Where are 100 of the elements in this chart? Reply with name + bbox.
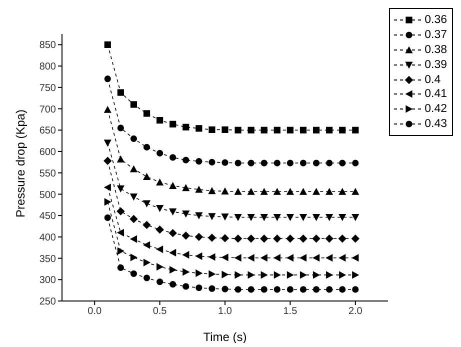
point bbox=[104, 41, 111, 48]
point bbox=[208, 234, 216, 242]
point bbox=[194, 232, 204, 242]
point bbox=[326, 214, 334, 222]
point bbox=[116, 207, 125, 216]
point bbox=[196, 284, 202, 292]
point bbox=[286, 214, 294, 222]
point bbox=[142, 241, 150, 249]
point bbox=[352, 160, 359, 166]
legend-label: 0.41 bbox=[424, 88, 447, 100]
point bbox=[221, 254, 228, 262]
point bbox=[156, 263, 164, 271]
point bbox=[117, 264, 124, 271]
point bbox=[143, 258, 151, 266]
point bbox=[208, 158, 216, 166]
point bbox=[326, 271, 334, 279]
point bbox=[234, 160, 242, 166]
point bbox=[273, 188, 281, 195]
point bbox=[156, 150, 164, 156]
point bbox=[286, 188, 294, 195]
y-tick-label: 250 bbox=[39, 296, 56, 308]
point bbox=[352, 271, 360, 279]
point bbox=[156, 205, 164, 212]
point bbox=[130, 254, 138, 262]
point bbox=[196, 269, 203, 278]
point bbox=[104, 198, 112, 206]
y-tick-label: 400 bbox=[39, 232, 56, 244]
point bbox=[170, 120, 176, 128]
point bbox=[142, 200, 151, 208]
point bbox=[326, 286, 333, 293]
y-tick-label: 300 bbox=[39, 275, 56, 286]
x-tick-label: 1.0 bbox=[218, 306, 232, 318]
point bbox=[170, 154, 176, 161]
point bbox=[130, 135, 138, 142]
point bbox=[274, 160, 280, 166]
point bbox=[195, 212, 203, 220]
point bbox=[156, 178, 164, 186]
point bbox=[221, 187, 229, 195]
point bbox=[352, 126, 359, 134]
point bbox=[247, 188, 255, 195]
y-tick-label: 850 bbox=[39, 40, 56, 52]
point bbox=[143, 274, 150, 282]
point bbox=[208, 285, 216, 292]
point bbox=[196, 125, 202, 132]
point bbox=[352, 214, 360, 222]
y-tick-label: 350 bbox=[39, 254, 56, 265]
point bbox=[142, 220, 151, 230]
point bbox=[312, 234, 320, 243]
point bbox=[260, 286, 268, 293]
point bbox=[130, 193, 138, 201]
point bbox=[326, 188, 334, 195]
point bbox=[182, 251, 190, 259]
point bbox=[169, 182, 177, 189]
point bbox=[326, 126, 333, 134]
point bbox=[116, 185, 124, 192]
y-tick-label: 450 bbox=[39, 211, 56, 222]
point bbox=[222, 159, 228, 166]
point bbox=[234, 254, 242, 262]
y-tick-label: 550 bbox=[39, 168, 56, 180]
point bbox=[286, 126, 294, 134]
point bbox=[221, 214, 229, 221]
point bbox=[312, 271, 320, 279]
point bbox=[182, 156, 190, 164]
point bbox=[104, 106, 112, 113]
point bbox=[208, 270, 216, 278]
point bbox=[274, 126, 280, 134]
point bbox=[312, 126, 320, 134]
point bbox=[338, 234, 346, 243]
point bbox=[156, 226, 164, 234]
point bbox=[260, 214, 268, 222]
point bbox=[169, 208, 177, 216]
point bbox=[130, 165, 138, 172]
point bbox=[300, 286, 307, 293]
point bbox=[170, 266, 177, 274]
y-tick-label: 750 bbox=[39, 82, 56, 94]
point bbox=[116, 228, 124, 236]
x-tick-label: 0.0 bbox=[88, 306, 102, 318]
point bbox=[222, 270, 229, 278]
point bbox=[130, 101, 138, 108]
point bbox=[143, 110, 150, 117]
x-tick-label: 1.5 bbox=[283, 306, 298, 318]
point bbox=[222, 126, 228, 133]
point bbox=[286, 234, 294, 243]
y-tick-label: 650 bbox=[39, 126, 56, 137]
point bbox=[299, 234, 308, 243]
legend-label: 0.42 bbox=[424, 103, 447, 116]
point bbox=[130, 214, 138, 224]
point bbox=[312, 160, 320, 166]
point bbox=[156, 116, 164, 124]
point bbox=[156, 278, 164, 286]
point bbox=[326, 254, 333, 262]
point bbox=[286, 271, 294, 279]
point bbox=[117, 124, 124, 132]
point bbox=[208, 253, 216, 261]
point bbox=[182, 210, 190, 218]
x-tick-label: 2.0 bbox=[348, 306, 363, 318]
point bbox=[234, 234, 242, 243]
y-axis-title: Pressure drop (Kpa) bbox=[13, 109, 28, 218]
point bbox=[273, 254, 280, 262]
point bbox=[208, 186, 216, 194]
